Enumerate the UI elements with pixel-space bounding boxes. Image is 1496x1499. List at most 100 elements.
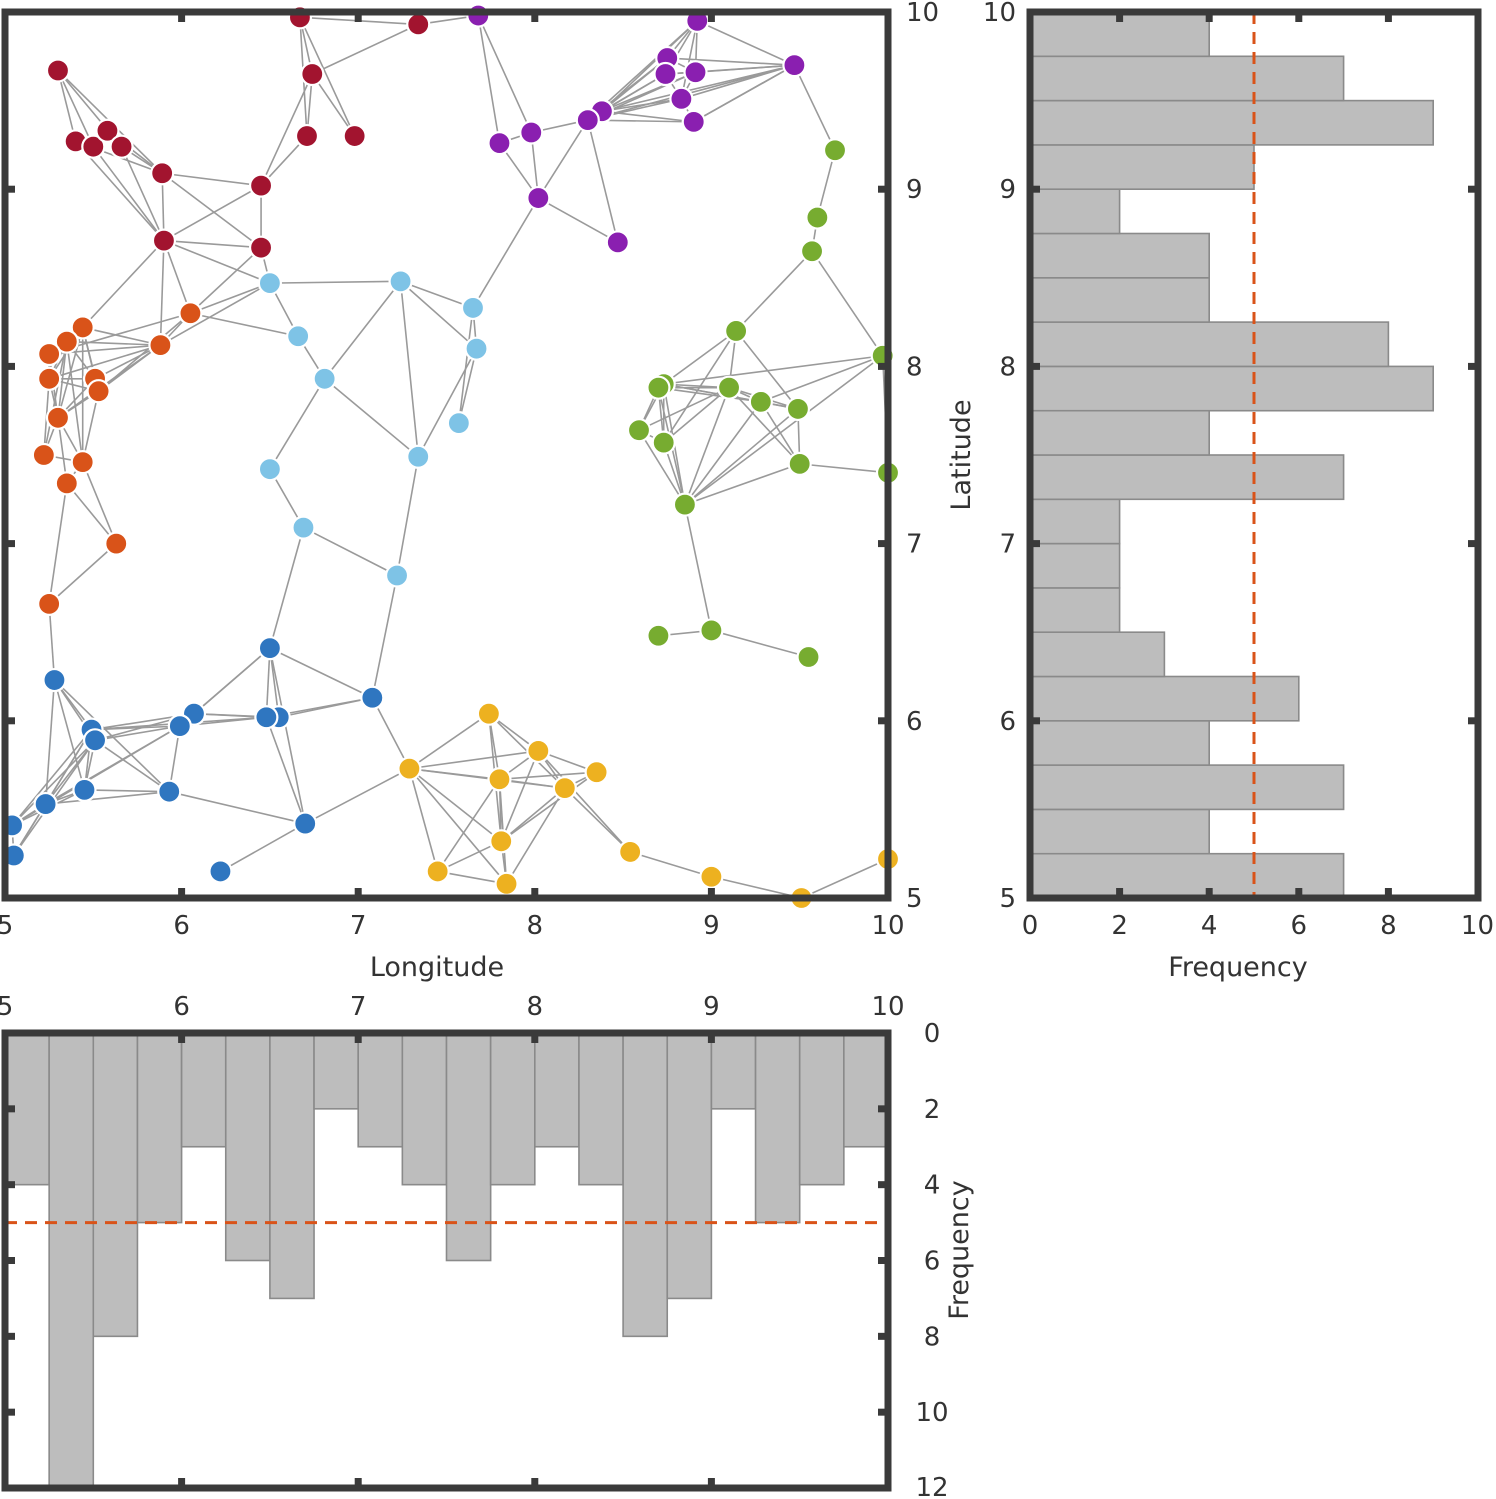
y-tick-label: 10 <box>906 0 939 28</box>
network-edge <box>400 280 478 350</box>
network-edge <box>760 401 801 465</box>
x-tick-label: 5 <box>0 911 13 941</box>
x-tick-label: 10 <box>1461 911 1494 941</box>
network-edge <box>371 697 411 770</box>
network-node-green <box>785 396 811 422</box>
network-node-purple <box>669 86 694 111</box>
network-node-green <box>799 239 825 264</box>
network-node-orange <box>37 591 62 616</box>
network-edge <box>94 739 170 793</box>
network-node-green <box>646 375 671 400</box>
network-edge <box>48 483 68 604</box>
y-tick-label: 5 <box>906 884 923 914</box>
y-tick-label: 12 <box>915 1473 948 1499</box>
network-node-green <box>796 644 821 670</box>
network-edge <box>537 197 619 244</box>
network-edge <box>638 429 686 506</box>
network-node-yellow <box>618 839 643 865</box>
longitude-bar <box>136 1032 183 1224</box>
network-edge <box>120 146 165 241</box>
network-node-orange <box>86 379 111 404</box>
network-node-skyblue <box>257 271 282 296</box>
network-edge <box>667 57 795 66</box>
longitude-bar <box>180 1032 227 1148</box>
network-edge <box>81 461 117 544</box>
network-node-green <box>805 205 830 230</box>
network-edge <box>684 504 713 631</box>
latitude-bar <box>1029 542 1121 589</box>
network-edge <box>269 527 305 649</box>
network-node-skyblue <box>388 269 413 294</box>
network-edge <box>711 629 809 658</box>
network-edge <box>82 240 165 328</box>
network-edge <box>57 344 161 419</box>
latitude-bar <box>1029 409 1210 456</box>
x-tick-label: 9 <box>703 992 720 1022</box>
network-edge <box>793 64 836 151</box>
longitude-bar <box>798 1032 845 1186</box>
network-edge <box>500 771 598 842</box>
network-edge <box>94 725 180 742</box>
longitude-histogram-panel: 5 6 7 8 9 10 0 2 4 6 8 10 12 Frequency <box>0 992 975 1499</box>
latitude-bar <box>1029 764 1345 811</box>
network-edge <box>169 790 306 825</box>
network-edge <box>189 247 262 314</box>
longitude-bar <box>445 1032 492 1262</box>
network-edge <box>11 739 96 826</box>
network-edge <box>304 767 410 825</box>
network-node-red <box>45 58 71 83</box>
longitude-bar <box>269 1032 315 1300</box>
network-edge <box>601 64 795 113</box>
network-edge <box>601 110 694 123</box>
network-edge <box>57 70 77 142</box>
y-tick-label: 7 <box>999 530 1016 560</box>
network-node-yellow <box>476 701 501 726</box>
network-edge <box>299 16 356 137</box>
network-edge <box>601 98 682 113</box>
network-node-skyblue <box>446 411 471 436</box>
longitude-axis-label: Longitude <box>370 952 504 983</box>
network-edge <box>265 716 306 824</box>
network-node-yellow <box>494 871 519 896</box>
longitude-bar <box>224 1032 271 1262</box>
x-tick-label: 10 <box>871 911 904 941</box>
longitude-bar <box>313 1032 359 1110</box>
network-node-skyblue <box>286 324 311 349</box>
network-edge <box>399 281 420 457</box>
longitude-bar <box>754 1032 801 1224</box>
y-tick-label: 6 <box>999 707 1016 737</box>
latitude-histogram-frame <box>1026 8 1482 902</box>
network-node-purple <box>782 53 807 78</box>
latitude-bar <box>1029 454 1345 501</box>
network-edge <box>163 240 192 314</box>
network-edge <box>458 348 478 424</box>
longitude-bar <box>401 1032 448 1186</box>
latitude-bar <box>1029 675 1300 722</box>
network-node-yellow <box>584 760 609 785</box>
x-tick-label: 7 <box>350 911 367 941</box>
network-node-blue <box>157 779 182 804</box>
network-node-purple <box>519 120 544 145</box>
network-node-purple <box>466 3 491 28</box>
network-node-yellow <box>425 859 450 884</box>
network-node-red <box>151 228 177 253</box>
network-node-orange <box>148 333 173 358</box>
network-node-green <box>646 623 671 648</box>
network-node-purple <box>526 185 551 211</box>
network-edge <box>48 344 161 380</box>
network-node-orange <box>70 315 95 340</box>
network-node-yellow <box>487 767 512 792</box>
network-edge <box>371 575 398 698</box>
latitude-bars <box>1029 11 1435 899</box>
network-edge <box>84 789 170 793</box>
latitude-bar <box>1029 808 1210 855</box>
network-node-red <box>248 235 274 260</box>
network-node-purple <box>575 107 600 133</box>
network-edge <box>311 73 356 137</box>
network-edge <box>163 239 271 284</box>
network-edge <box>409 750 539 770</box>
x-tick-label: 8 <box>527 911 544 941</box>
network-edge <box>45 790 170 805</box>
